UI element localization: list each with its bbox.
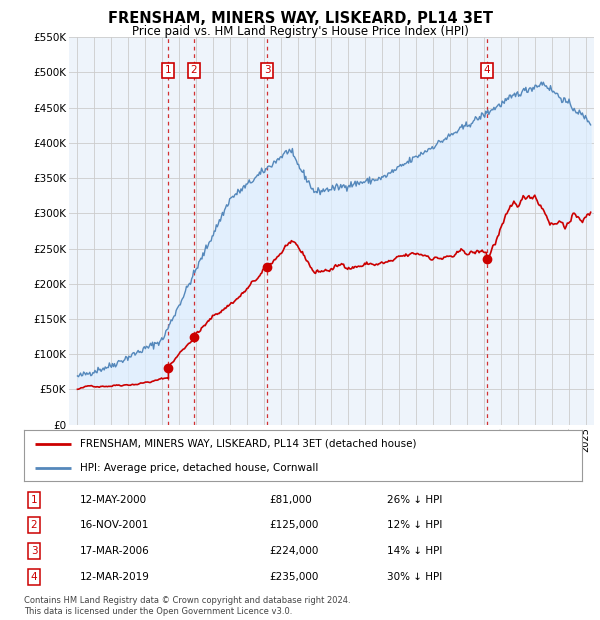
Text: 26% ↓ HPI: 26% ↓ HPI [387,495,442,505]
Text: 1: 1 [165,65,172,75]
Text: 17-MAR-2006: 17-MAR-2006 [80,546,149,556]
Text: £125,000: £125,000 [269,520,319,530]
Text: 16-NOV-2001: 16-NOV-2001 [80,520,149,530]
Text: 1: 1 [31,495,37,505]
Text: £235,000: £235,000 [269,572,319,582]
Text: 12-MAR-2019: 12-MAR-2019 [80,572,149,582]
Text: £81,000: £81,000 [269,495,312,505]
Text: Contains HM Land Registry data © Crown copyright and database right 2024.
This d: Contains HM Land Registry data © Crown c… [24,596,350,616]
Text: Price paid vs. HM Land Registry's House Price Index (HPI): Price paid vs. HM Land Registry's House … [131,25,469,38]
Text: 3: 3 [31,546,37,556]
Text: 2: 2 [31,520,37,530]
Text: £224,000: £224,000 [269,546,319,556]
Text: 14% ↓ HPI: 14% ↓ HPI [387,546,442,556]
Text: FRENSHAM, MINERS WAY, LISKEARD, PL14 3ET: FRENSHAM, MINERS WAY, LISKEARD, PL14 3ET [107,11,493,26]
Text: FRENSHAM, MINERS WAY, LISKEARD, PL14 3ET (detached house): FRENSHAM, MINERS WAY, LISKEARD, PL14 3ET… [80,439,416,449]
Text: 4: 4 [484,65,490,75]
Text: 4: 4 [31,572,37,582]
Text: 12% ↓ HPI: 12% ↓ HPI [387,520,442,530]
Text: 30% ↓ HPI: 30% ↓ HPI [387,572,442,582]
Text: HPI: Average price, detached house, Cornwall: HPI: Average price, detached house, Corn… [80,463,318,473]
Text: 2: 2 [191,65,197,75]
Text: 12-MAY-2000: 12-MAY-2000 [80,495,147,505]
Text: 3: 3 [264,65,271,75]
